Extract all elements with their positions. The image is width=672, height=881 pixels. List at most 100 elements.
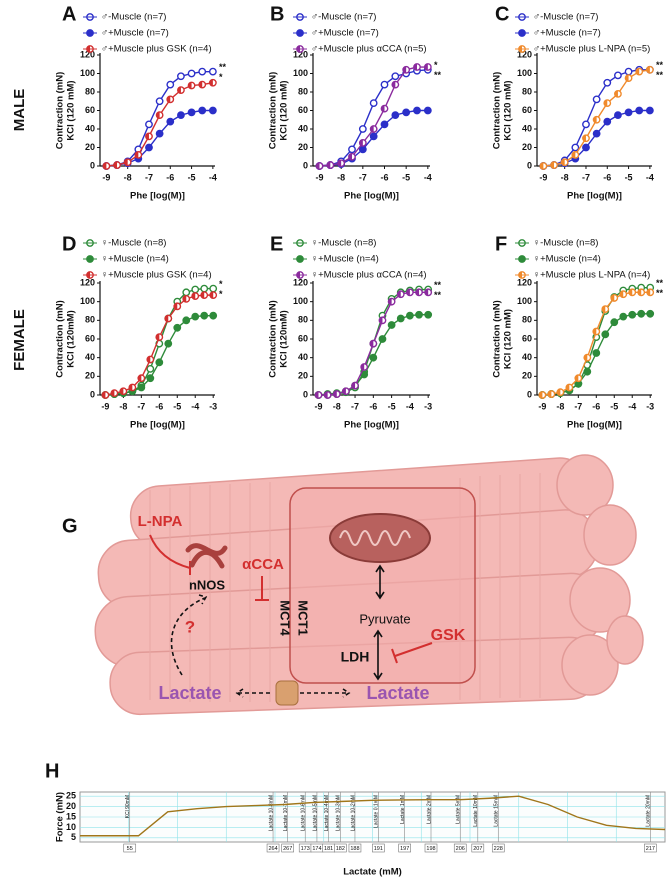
data-point <box>628 288 637 297</box>
marker-half <box>177 86 181 94</box>
data-point <box>601 330 610 339</box>
panel-letter: C <box>495 3 509 25</box>
data-point <box>177 86 185 95</box>
y-axis-label: KCl (120 mM) <box>279 80 290 140</box>
lactate-label: Lactate <box>158 683 221 703</box>
significance: * <box>219 289 223 299</box>
data-point <box>145 132 153 141</box>
y-tick-label: 20 <box>66 801 76 811</box>
y-tick-label: 0 <box>90 160 95 170</box>
event-box <box>453 843 467 853</box>
data-point <box>619 312 628 321</box>
panel-letter: F <box>495 233 507 255</box>
marker-circle <box>582 143 590 152</box>
nnos-ribbon <box>189 549 225 569</box>
marker-half <box>327 161 331 169</box>
marker-circle <box>369 353 378 362</box>
data-point <box>380 120 389 129</box>
x-tick-label: -8 <box>561 172 569 182</box>
event-label: Lactate 5mM <box>456 795 462 824</box>
marker-half <box>111 389 115 397</box>
event-label: Lactate 10-2mM <box>350 795 356 831</box>
legend-label: ♀+Muscle plus L-NPA (n=4) <box>533 270 650 281</box>
marker-half <box>124 159 128 166</box>
y-tick-label: 40 <box>85 352 95 362</box>
y-axis-label: Force (mN) <box>55 792 66 842</box>
data-point <box>326 161 335 169</box>
data-point <box>624 74 633 83</box>
data-point <box>337 159 346 168</box>
x-tick-label: -9 <box>315 172 323 182</box>
significance: * <box>434 60 438 70</box>
y-tick-label: 60 <box>85 105 95 115</box>
data-point <box>614 89 622 98</box>
data-point <box>583 353 592 362</box>
series-line <box>319 66 428 167</box>
data-point <box>191 285 200 294</box>
marker-half <box>611 294 615 302</box>
chart: F 0 20 40 60 80 100 120 -9 -8 -7 -6 -5 -4 -3 Contractio… <box>492 233 664 430</box>
x-tick-label: -8 <box>119 401 127 411</box>
data-point <box>637 309 646 318</box>
event-id: 207 <box>473 846 482 852</box>
x-axis-label: Lactate (mM) <box>343 867 402 878</box>
marker-circle <box>166 80 175 89</box>
fiber-end <box>556 454 614 516</box>
marker-half <box>415 289 420 296</box>
marker-half <box>351 382 356 389</box>
data-point <box>369 353 378 362</box>
y-tick-label: 100 <box>517 68 532 78</box>
event-label: Lactate 10-7mM <box>283 795 289 831</box>
x-tick-label: -6 <box>380 172 388 182</box>
data-point <box>208 67 217 76</box>
data-point <box>424 310 433 319</box>
fiber-end <box>583 504 637 566</box>
marker-half <box>145 133 149 140</box>
x-axis-label: Phe [log(M)] <box>344 191 399 202</box>
arrow-unknown <box>170 594 208 676</box>
inhibit-lnpa <box>149 534 191 575</box>
y-tick-label: 80 <box>522 315 532 325</box>
data-point <box>565 383 574 392</box>
x-tick-label: -6 <box>369 401 377 411</box>
data-point <box>187 81 196 90</box>
panel-letter: D <box>62 233 76 255</box>
data-point <box>637 288 646 297</box>
marker-circle <box>619 312 628 321</box>
y-axis-label: KCl (120mM) <box>279 310 290 368</box>
data-point <box>187 69 196 78</box>
marker-circle <box>423 106 432 115</box>
marker-circle <box>146 374 155 383</box>
legend-label: ♀+Muscle (n=4) <box>101 254 169 265</box>
marker-circle <box>601 330 610 339</box>
node-label: nNOS <box>189 577 225 592</box>
data-point <box>550 161 558 169</box>
marker-circle <box>592 95 601 104</box>
data-point <box>360 363 369 371</box>
marker-circle <box>415 310 423 319</box>
event-box <box>644 843 657 853</box>
significance: ** <box>656 278 664 288</box>
data-point <box>603 78 612 87</box>
data-point <box>645 106 654 115</box>
marker-circle <box>208 67 217 76</box>
y-axis-label: Contraction (mN) <box>492 300 503 378</box>
data-point <box>610 318 619 327</box>
x-tick-label: -9 <box>538 401 546 411</box>
y-tick-label: 40 <box>298 352 308 362</box>
x-axis-label: Phe [log(M)] <box>567 191 622 202</box>
marker-circle <box>187 69 196 78</box>
x-tick-label: -7 <box>359 172 367 182</box>
fiber-end <box>561 634 619 696</box>
x-tick-label: -5 <box>188 172 196 182</box>
legend-label: ♀+Muscle (n=4) <box>311 254 379 265</box>
marker-half <box>602 305 606 313</box>
event-id: 197 <box>400 846 409 852</box>
data-point <box>208 106 217 115</box>
x-tick-label: -7 <box>574 401 582 411</box>
y-axis-label: Contraction (mN) <box>268 72 279 150</box>
significance: ** <box>219 62 227 72</box>
marker-half <box>424 289 429 296</box>
marker-circle <box>380 80 389 89</box>
y-tick-label: 20 <box>298 142 308 152</box>
